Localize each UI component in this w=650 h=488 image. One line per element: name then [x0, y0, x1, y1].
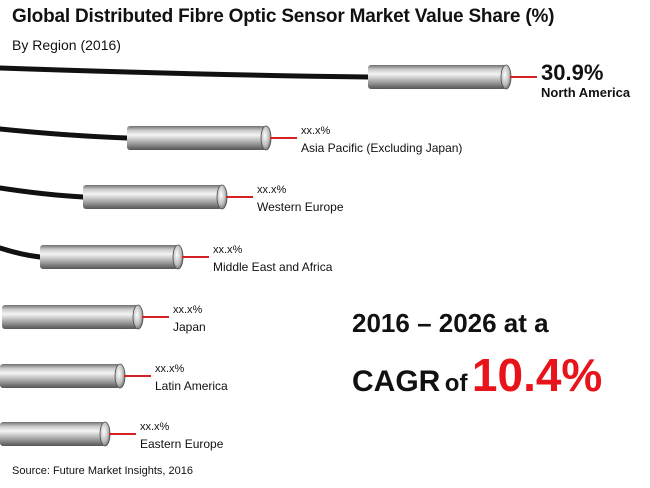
chart-subtitle: By Region (2016) — [12, 37, 121, 53]
bar-row-3: xx.x% Western Europe — [0, 184, 344, 214]
value-label: xx.x% — [173, 304, 203, 316]
category-label: Middle East and Africa — [213, 260, 333, 274]
cagr-of: of — [444, 370, 468, 397]
bar-end-cap — [260, 125, 272, 151]
category-label: Asia Pacific (Excluding Japan) — [301, 141, 462, 155]
source-note: Source: Future Market Insights, 2016 — [12, 465, 193, 477]
value-label: xx.x% — [140, 421, 170, 433]
cable-line — [0, 245, 43, 260]
bar-sleeve — [83, 185, 222, 209]
category-label: Latin America — [155, 379, 228, 393]
bar-end-cap — [114, 363, 126, 389]
bar-row-7: xx.x% Eastern Europe — [0, 421, 224, 451]
bar-end-cap — [132, 304, 144, 330]
cable-line — [0, 126, 130, 141]
bar-sleeve — [0, 422, 105, 446]
bar-row-6: xx.x% Latin America — [0, 363, 228, 393]
chart-title: Global Distributed Fibre Optic Sensor Ma… — [12, 6, 555, 27]
bar-sleeve — [2, 305, 138, 329]
bar-sleeve — [0, 364, 120, 388]
cable-line — [0, 65, 371, 80]
cagr-value: 10.4% — [471, 349, 603, 401]
value-label: xx.x% — [257, 184, 287, 196]
bar-sleeve — [40, 245, 178, 269]
bar-row-5: xx.x% Japan — [2, 304, 206, 334]
value-label: xx.x% — [213, 244, 243, 256]
bar-end-cap — [216, 184, 228, 210]
cagr-line-2: CAGR of 10.4% — [352, 345, 602, 417]
bar-row-2: xx.x% Asia Pacific (Excluding Japan) — [0, 125, 462, 155]
bar-sleeve — [368, 65, 506, 89]
value-label: 30.9% — [541, 60, 603, 85]
value-label: xx.x% — [301, 125, 331, 137]
cagr-word: CAGR — [352, 365, 441, 398]
bar-end-cap — [99, 421, 111, 447]
category-label: Eastern Europe — [140, 437, 224, 451]
category-label: Japan — [173, 320, 206, 334]
category-label: North America — [541, 85, 631, 100]
bar-row-1: 30.9%North America — [0, 60, 631, 100]
bar-row-4: xx.x% Middle East and Africa — [0, 244, 333, 274]
cable-line — [0, 185, 86, 200]
bar-end-cap — [500, 64, 512, 90]
cagr-line-1: 2016 – 2026 at a — [352, 308, 549, 338]
category-label: Western Europe — [257, 200, 344, 214]
bar-sleeve — [127, 126, 266, 150]
value-label: xx.x% — [155, 363, 185, 375]
bar-end-cap — [172, 244, 184, 270]
